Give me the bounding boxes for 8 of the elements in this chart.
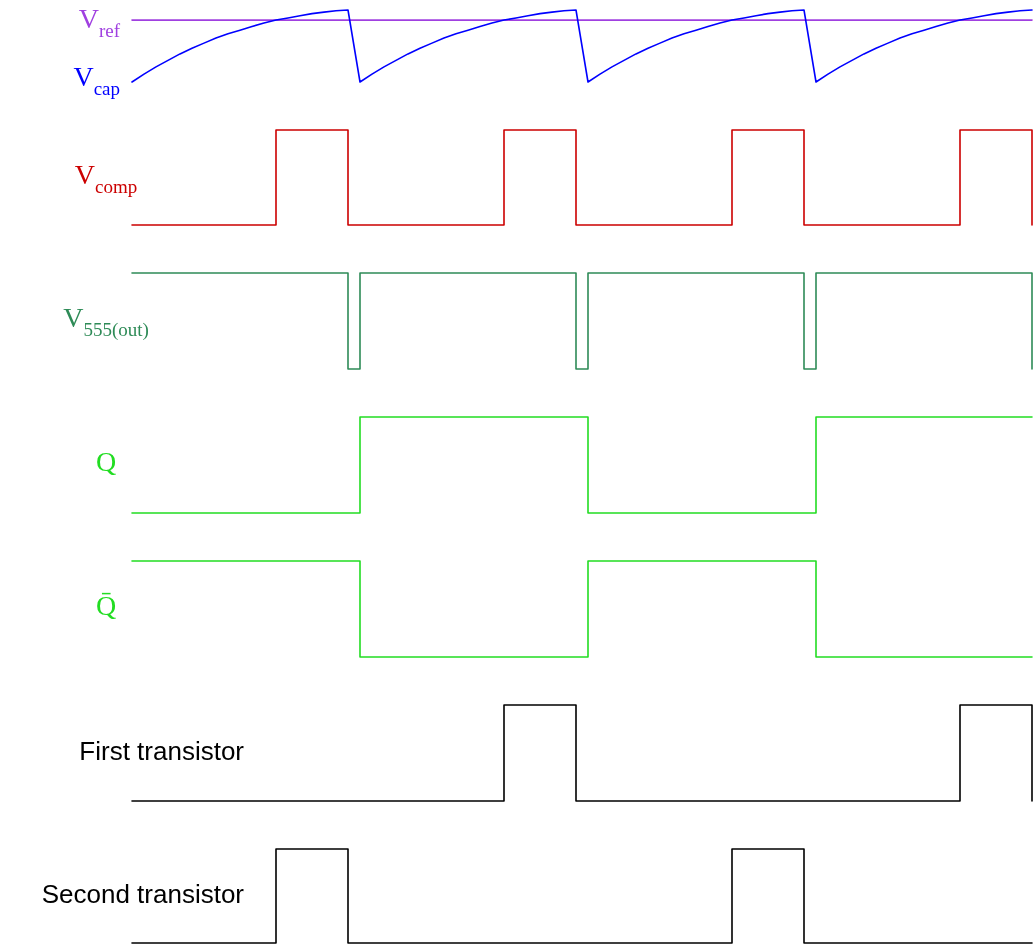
series-label: V$_{cap}$ — [73, 61, 120, 99]
series-label: Q̄ — [95, 590, 117, 622]
series-label: Q — [95, 446, 117, 478]
series-label: V$_{ref}$ — [78, 3, 121, 41]
series-label: First transistor — [79, 735, 245, 766]
series-label: V$_{555(out)}$ — [63, 302, 149, 341]
series-label: V$_{comp}$ — [74, 158, 138, 197]
series-label: Second transistor — [41, 878, 245, 909]
